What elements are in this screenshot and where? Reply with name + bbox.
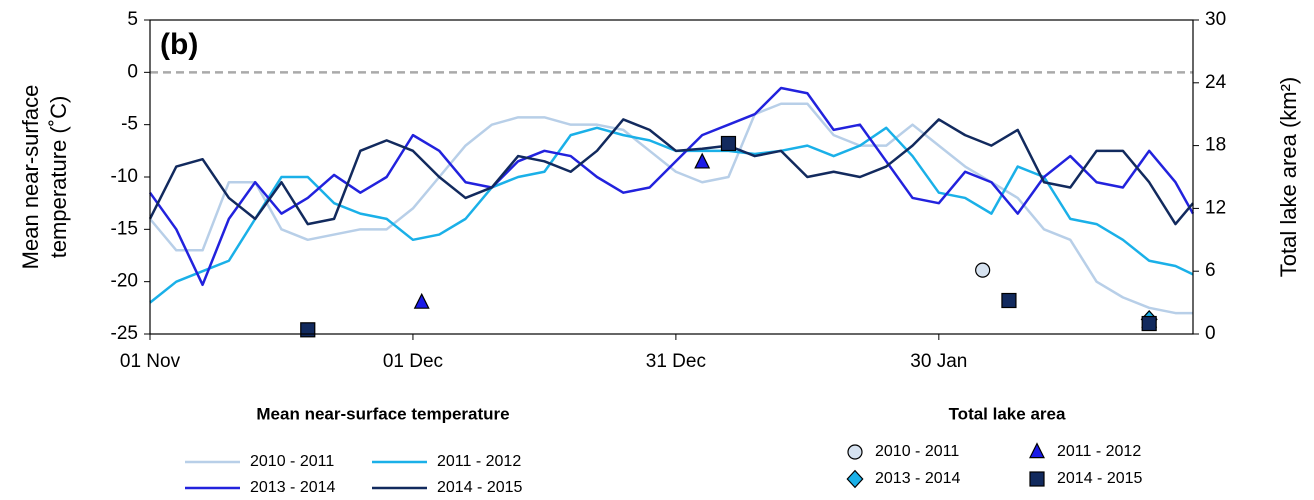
marker (694, 152, 711, 169)
y-axis-title-line: Mean near-surface (18, 85, 43, 270)
marker (975, 262, 991, 278)
legend-label: 2010 - 2011 (250, 453, 334, 470)
marker (1001, 292, 1017, 309)
marker (413, 292, 430, 309)
y2-tick-label: 18 (1205, 135, 1226, 156)
legend-marker (1029, 471, 1045, 487)
legend-marker (1029, 442, 1045, 459)
y2-tick-label: 6 (1205, 260, 1216, 281)
series-line (148, 86, 1195, 287)
y2-tick-label: 30 (1205, 9, 1226, 30)
y-tick-label: -15 (111, 218, 138, 239)
y-tick-label: -25 (111, 323, 138, 344)
y-axis-title: Mean near-surface temperature (˚C) (18, 85, 71, 270)
y2-tick-label: 0 (1205, 323, 1216, 344)
x-tick-label: 01 Dec (383, 351, 443, 372)
y-tick-label: 0 (127, 61, 138, 82)
legend-label: 2011 - 2012 (1057, 443, 1141, 460)
y2-tick-label: 24 (1205, 72, 1227, 93)
marker-legend-title: Total lake area (949, 404, 1066, 423)
y-axis-title-line: temperature (˚C) (46, 96, 71, 259)
y-tick-label: -20 (111, 271, 138, 292)
legend-label: 2013 - 2014 (875, 470, 961, 487)
legend-title: Mean near-surface temperature (256, 404, 509, 423)
series-line (149, 126, 1194, 304)
y2-tick-label: 12 (1205, 197, 1226, 218)
legend-marker (847, 444, 863, 460)
x-tick-label: 31 Dec (646, 351, 706, 372)
marker (720, 135, 737, 152)
y2-axis-title: Total lake area (km²) (1276, 77, 1301, 278)
legend-label: 2014 - 2015 (437, 479, 523, 496)
plot-frame (149, 19, 1194, 335)
legend-label: 2010 - 2011 (875, 443, 959, 460)
marker (1141, 315, 1157, 332)
series-line (149, 102, 1193, 315)
legend-marker (846, 469, 864, 489)
annotation: (b) (160, 28, 198, 61)
legend-label: 2011 - 2012 (437, 453, 521, 470)
x-tick-label: 30 Jan (910, 351, 967, 372)
y-tick-label: -5 (121, 114, 138, 135)
y-tick-label: -10 (111, 166, 138, 187)
legend-label: 2014 - 2015 (1057, 470, 1143, 487)
series-line (148, 118, 1194, 226)
marker (300, 322, 316, 338)
x-tick-label: 01 Nov (120, 351, 181, 372)
y-tick-label: 5 (127, 9, 138, 30)
legend-label: 2013 - 2014 (250, 479, 336, 496)
